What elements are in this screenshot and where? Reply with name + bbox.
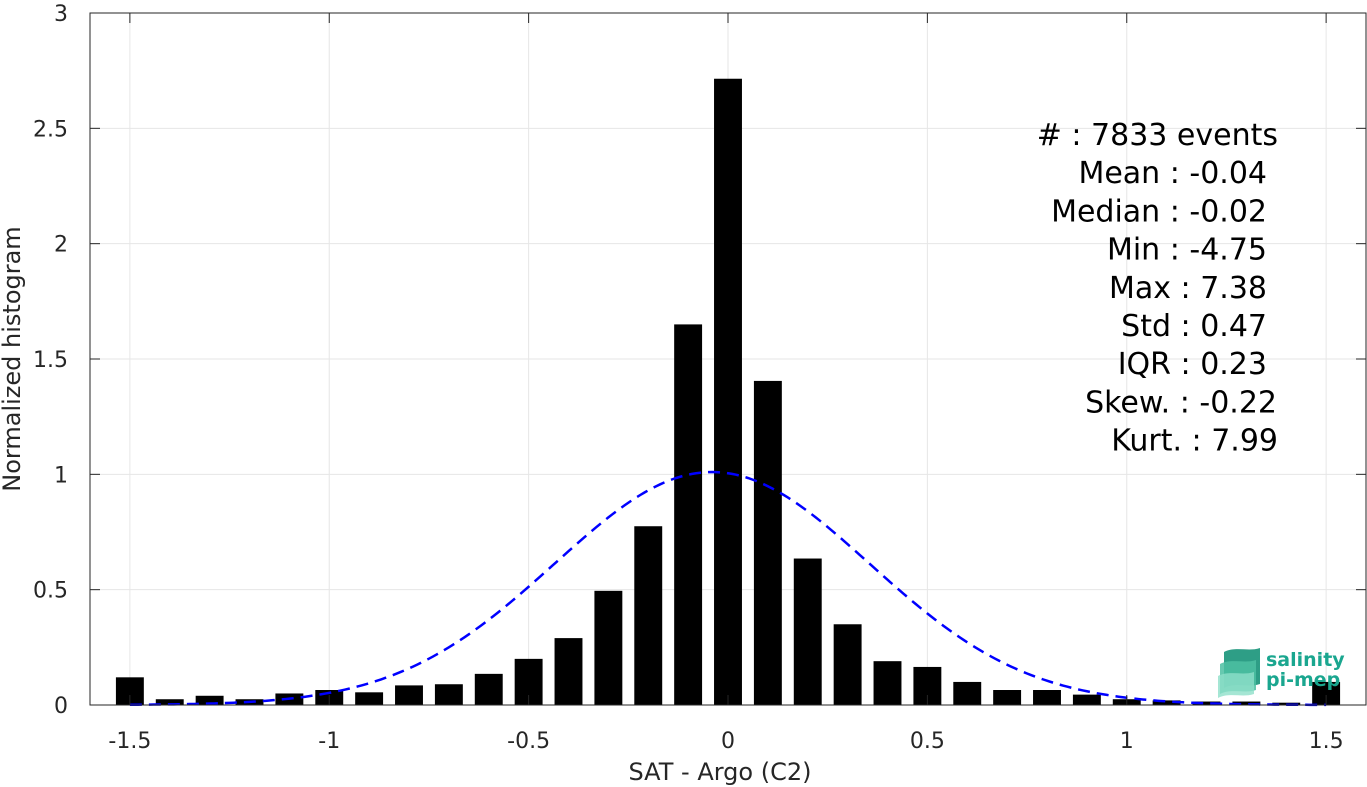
histogram-bar (753, 380, 782, 705)
histogram-bar (993, 690, 1022, 705)
x-tick-label: -1 (318, 729, 340, 754)
histogram-bar (355, 692, 384, 705)
x-tick-label: 1 (1120, 729, 1134, 754)
y-tick-label: 0.5 (33, 579, 68, 604)
stat-line: Mean : -0.04 (1078, 156, 1267, 191)
histogram-bar (1072, 694, 1101, 705)
histogram-bar (1033, 690, 1061, 705)
histogram-bar (634, 526, 663, 705)
y-tick-label: 1.5 (33, 348, 68, 373)
stat-line: Skew. : -0.22 (1085, 385, 1277, 420)
stat-line: # : 7833 events (1037, 118, 1278, 153)
stat-line: Median : -0.02 (1051, 194, 1267, 229)
histogram-bars (115, 78, 1341, 706)
y-axis-label: Normalized histogram (0, 226, 26, 491)
histogram-bar (195, 695, 224, 705)
x-tick-label: -1.5 (108, 729, 151, 754)
x-tick-label: 0.5 (910, 729, 945, 754)
x-axis-label: SAT - Argo (C2) (629, 758, 812, 786)
logo-line-2: pi-mep (1266, 669, 1340, 691)
histogram-bar (395, 685, 423, 705)
histogram-bar (474, 673, 503, 705)
stat-line: Max : 7.38 (1109, 271, 1267, 306)
y-tick-label: 1 (54, 463, 68, 488)
x-tick-label: -0.5 (507, 729, 550, 754)
histogram-bar (155, 699, 184, 705)
histogram-bar (1232, 701, 1261, 705)
stat-line: IQR : 0.23 (1118, 347, 1267, 382)
y-tick-label: 0 (54, 694, 68, 719)
x-tick-label: 0 (721, 729, 735, 754)
histogram-bar (793, 558, 822, 705)
histogram-bar (1152, 700, 1181, 705)
histogram-bar (873, 661, 902, 705)
histogram-bar (674, 324, 703, 705)
histogram-bar (594, 590, 623, 705)
stat-line: Min : -4.75 (1107, 233, 1267, 268)
y-tick-label: 2 (54, 233, 68, 258)
logo-line-1: salinity (1266, 649, 1345, 671)
histogram-bar (714, 78, 742, 706)
axis-ticks: -1.5 -1 -0.5 0 0.5 1 1.5 0 0.5 1 1.5 2 2.5 3 (33, 2, 1366, 754)
stat-line: Std : 0.47 (1121, 309, 1267, 344)
stat-line: Kurt. : 7.99 (1111, 424, 1278, 459)
histogram-bar (554, 638, 583, 705)
x-tick-label: 1.5 (1309, 729, 1344, 754)
histogram-bar (1312, 681, 1341, 705)
salinity-pi-mep-logo: salinity pi-mep (1218, 648, 1345, 698)
y-tick-label: 3 (54, 2, 68, 27)
histogram-bar (953, 681, 982, 705)
histogram-bar (434, 684, 463, 705)
histogram-bar (1192, 701, 1221, 705)
y-tick-label: 2.5 (33, 117, 68, 142)
wave-logo-icon (1218, 648, 1260, 698)
histogram-bar (833, 624, 862, 705)
